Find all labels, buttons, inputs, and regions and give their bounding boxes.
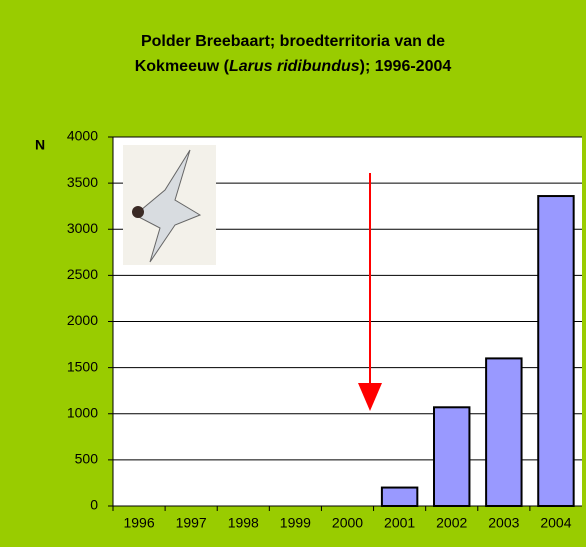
title-part: Kokmeeuw ( (135, 58, 230, 75)
x-tick-label: 2002 (436, 515, 467, 531)
x-tick-label: 2001 (384, 515, 415, 531)
y-tick-label: 1500 (67, 358, 98, 374)
bar (434, 407, 469, 506)
title-part: ); 1996-2004 (360, 58, 452, 75)
chart-title: Polder Breebaart; broedterritoria van de (141, 33, 445, 50)
y-tick-label: 4000 (67, 128, 98, 144)
x-tick-label: 1997 (176, 515, 207, 531)
y-tick-label: 2500 (67, 266, 98, 282)
y-axis-label: N (35, 137, 45, 153)
chart-title: Kokmeeuw (Larus ridibundus); 1996-2004 (135, 58, 452, 75)
y-tick-label: 0 (90, 497, 98, 513)
x-tick-label: 2004 (540, 515, 571, 531)
y-tick-label: 3000 (67, 220, 98, 236)
bird-image (123, 145, 216, 265)
y-tick-label: 2000 (67, 312, 98, 328)
title-italic: Larus ridibundus (229, 58, 360, 75)
x-tick-label: 1999 (280, 515, 311, 531)
x-tick-label: 1996 (123, 515, 154, 531)
chart: Polder Breebaart; broedterritoria van de… (0, 0, 586, 547)
bar (538, 196, 573, 506)
bar (486, 358, 521, 506)
x-tick-label: 1998 (228, 515, 259, 531)
y-tick-label: 500 (75, 451, 99, 467)
y-tick-label: 3500 (67, 174, 98, 190)
y-tick-label: 1000 (67, 404, 98, 420)
bar (382, 488, 417, 506)
x-tick-label: 2003 (488, 515, 519, 531)
x-tick-label: 2000 (332, 515, 363, 531)
bird-head (132, 206, 144, 218)
